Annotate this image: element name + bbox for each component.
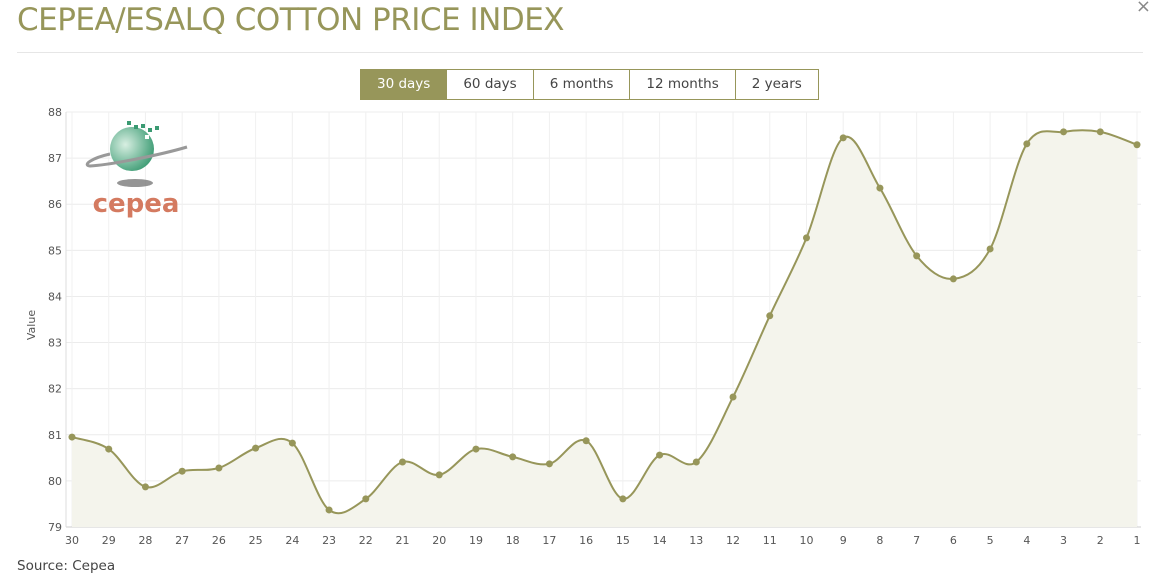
data-point <box>986 245 994 253</box>
title-divider <box>17 52 1143 53</box>
page-title: CEPEA/ESALQ COTTON PRICE INDEX <box>17 2 565 38</box>
data-point <box>1133 141 1141 149</box>
x-tick-label: 18 <box>506 534 520 547</box>
y-tick-label: 81 <box>48 429 62 442</box>
range-button-12-months[interactable]: 12 months <box>629 70 735 99</box>
range-button-6-months[interactable]: 6 months <box>532 70 630 99</box>
x-tick-label: 4 <box>1023 534 1030 547</box>
x-tick-label: 29 <box>102 534 116 547</box>
x-tick-label: 23 <box>322 534 336 547</box>
x-tick-label: 3 <box>1060 534 1067 547</box>
data-point <box>1023 140 1031 148</box>
y-tick-label: 88 <box>48 106 62 119</box>
y-tick-label: 82 <box>48 383 62 396</box>
x-tick-label: 14 <box>653 534 667 547</box>
x-tick-label: 16 <box>579 534 593 547</box>
data-point <box>399 458 407 466</box>
y-tick-label: 80 <box>48 475 62 488</box>
data-point <box>582 437 590 445</box>
data-point <box>288 439 296 447</box>
y-tick-label: 83 <box>48 337 62 350</box>
x-tick-label: 12 <box>726 534 740 547</box>
data-point <box>913 252 921 260</box>
y-tick-label: 85 <box>48 244 62 257</box>
range-selector: 30 days 60 days 6 months 12 months 2 yea… <box>360 69 819 100</box>
source-note: Source: Cepea <box>17 558 116 574</box>
x-tick-label: 17 <box>542 534 556 547</box>
x-tick-label: 9 <box>840 534 847 547</box>
y-tick-label: 87 <box>48 152 62 165</box>
data-point <box>105 445 113 453</box>
data-point <box>252 444 260 452</box>
data-point <box>876 184 884 192</box>
range-button-30-days[interactable]: 30 days <box>361 70 447 99</box>
range-button-60-days[interactable]: 60 days <box>446 70 533 99</box>
data-point <box>619 495 627 503</box>
x-tick-label: 8 <box>876 534 883 547</box>
close-icon[interactable]: × <box>1135 0 1151 17</box>
data-point <box>68 433 76 441</box>
x-tick-label: 22 <box>359 534 373 547</box>
data-point <box>766 312 774 320</box>
data-point <box>141 483 149 491</box>
x-tick-label: 20 <box>432 534 446 547</box>
series-area <box>72 130 1137 527</box>
data-point <box>362 495 370 503</box>
data-point <box>472 445 480 453</box>
data-point <box>949 275 957 283</box>
data-point <box>325 506 333 514</box>
x-tick-label: 24 <box>285 534 299 547</box>
x-tick-label: 10 <box>799 534 813 547</box>
logo-text: cepea <box>93 189 180 219</box>
y-tick-label: 86 <box>48 198 62 211</box>
y-axis-label: Value <box>25 310 38 340</box>
y-tick-label: 79 <box>48 521 62 534</box>
x-tick-label: 15 <box>616 534 630 547</box>
data-point <box>215 464 223 472</box>
data-point <box>802 234 810 242</box>
data-point <box>545 460 553 468</box>
x-tick-label: 2 <box>1097 534 1104 547</box>
x-tick-label: 30 <box>65 534 79 547</box>
x-tick-label: 26 <box>212 534 226 547</box>
data-point <box>178 467 186 475</box>
x-tick-label: 13 <box>689 534 703 547</box>
cepea-logo: cepea <box>85 121 188 219</box>
x-tick-label: 6 <box>950 534 957 547</box>
range-button-2-years[interactable]: 2 years <box>734 70 818 99</box>
x-tick-label: 7 <box>913 534 920 547</box>
x-tick-label: 1 <box>1134 534 1141 547</box>
x-tick-label: 5 <box>987 534 994 547</box>
data-point <box>1060 128 1068 136</box>
data-point <box>435 471 443 479</box>
x-tick-label: 25 <box>249 534 263 547</box>
x-tick-label: 11 <box>763 534 777 547</box>
x-tick-label: 28 <box>138 534 152 547</box>
x-tick-label: 19 <box>469 534 483 547</box>
x-tick-label: 27 <box>175 534 189 547</box>
data-point <box>656 451 664 459</box>
y-tick-label: 84 <box>48 290 62 303</box>
data-point <box>839 134 847 142</box>
x-tick-label: 21 <box>396 534 410 547</box>
data-point <box>1096 128 1104 136</box>
data-point <box>692 458 700 466</box>
data-point <box>509 453 517 461</box>
data-point <box>729 393 737 401</box>
